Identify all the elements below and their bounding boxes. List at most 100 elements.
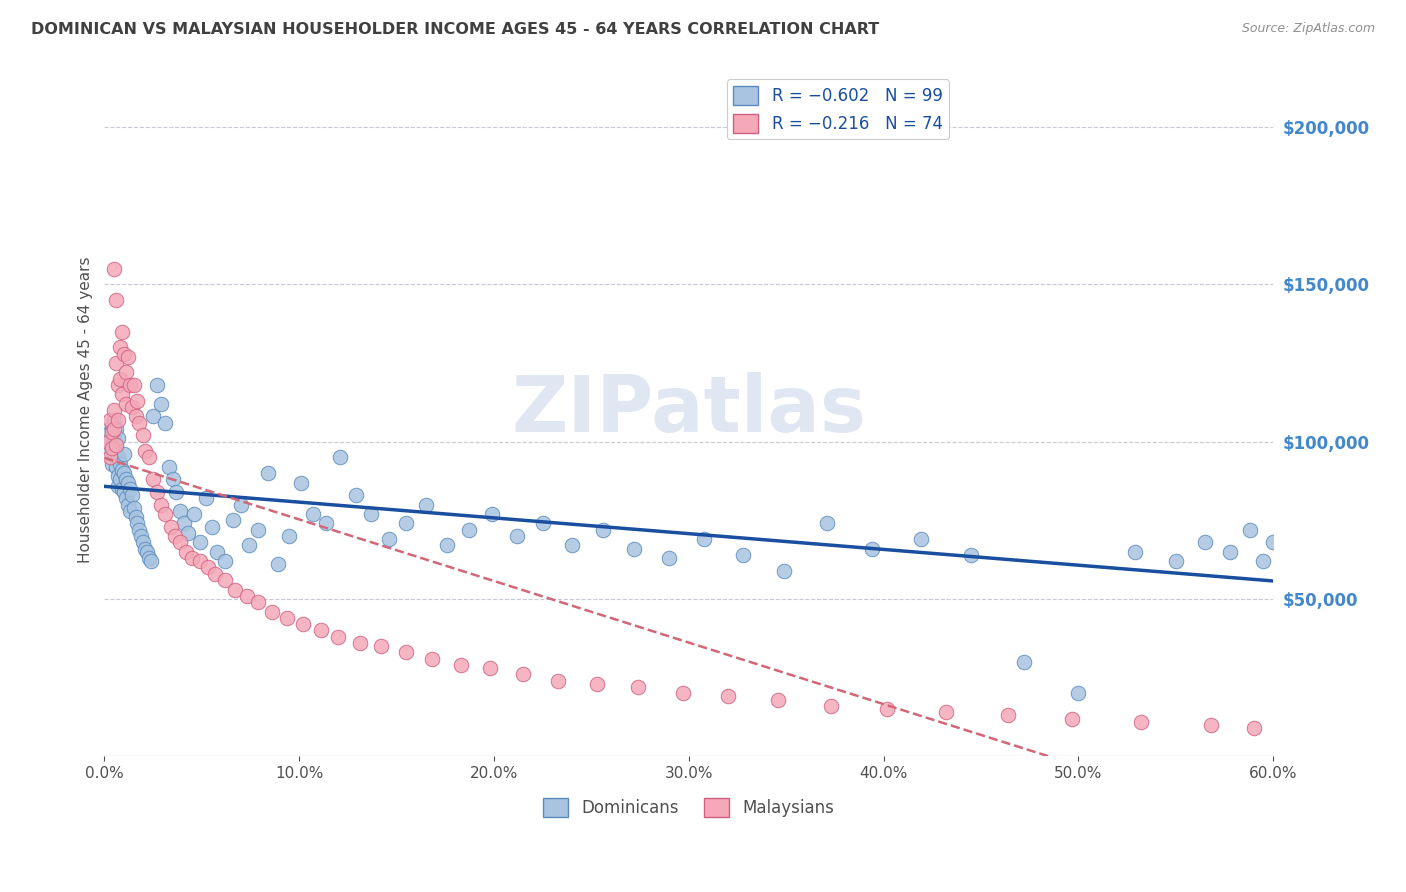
Point bbox=[112, 466, 135, 480]
Point bbox=[586, 677, 609, 691]
Point bbox=[101, 425, 124, 440]
Point bbox=[349, 636, 371, 650]
Point bbox=[247, 523, 270, 537]
Point bbox=[138, 551, 160, 566]
Point bbox=[547, 673, 569, 688]
Point bbox=[111, 463, 134, 477]
Point bbox=[121, 488, 143, 502]
Point bbox=[142, 472, 165, 486]
Point bbox=[194, 491, 217, 506]
Point bbox=[153, 416, 176, 430]
Point bbox=[592, 523, 614, 537]
Point bbox=[378, 532, 401, 546]
Point bbox=[105, 438, 128, 452]
Point bbox=[108, 372, 131, 386]
Point bbox=[229, 498, 252, 512]
Point bbox=[506, 529, 529, 543]
Point bbox=[1261, 535, 1284, 549]
Point bbox=[450, 658, 472, 673]
Point bbox=[97, 434, 120, 449]
Point bbox=[103, 403, 125, 417]
Point bbox=[960, 548, 983, 562]
Point bbox=[98, 425, 121, 440]
Point bbox=[1164, 554, 1187, 568]
Point bbox=[146, 485, 169, 500]
Point bbox=[101, 457, 124, 471]
Point bbox=[128, 416, 150, 430]
Point bbox=[1067, 686, 1090, 700]
Point bbox=[1062, 711, 1084, 725]
Point bbox=[1123, 545, 1146, 559]
Point bbox=[169, 535, 191, 549]
Point bbox=[224, 582, 246, 597]
Point bbox=[127, 393, 149, 408]
Point bbox=[101, 441, 124, 455]
Point bbox=[717, 690, 740, 704]
Point bbox=[139, 554, 162, 568]
Point bbox=[149, 397, 172, 411]
Text: ZIPatlas: ZIPatlas bbox=[512, 372, 866, 448]
Point bbox=[188, 535, 211, 549]
Point bbox=[103, 261, 125, 276]
Legend: Dominicans, Malaysians: Dominicans, Malaysians bbox=[537, 791, 841, 824]
Point bbox=[1253, 554, 1275, 568]
Point bbox=[127, 516, 149, 531]
Point bbox=[204, 566, 226, 581]
Point bbox=[157, 459, 180, 474]
Point bbox=[1271, 724, 1294, 739]
Point bbox=[105, 356, 128, 370]
Point bbox=[197, 560, 219, 574]
Point bbox=[105, 422, 128, 436]
Point bbox=[292, 617, 315, 632]
Point bbox=[181, 551, 204, 566]
Point bbox=[107, 478, 129, 492]
Point bbox=[131, 529, 153, 543]
Point bbox=[693, 532, 716, 546]
Point bbox=[117, 350, 139, 364]
Point bbox=[733, 548, 755, 562]
Point bbox=[1129, 714, 1152, 729]
Point bbox=[561, 538, 583, 552]
Point bbox=[420, 651, 443, 665]
Point bbox=[134, 541, 156, 556]
Point bbox=[122, 500, 145, 515]
Point bbox=[370, 639, 392, 653]
Point bbox=[395, 516, 418, 531]
Point bbox=[163, 529, 186, 543]
Point bbox=[112, 447, 135, 461]
Point bbox=[820, 698, 842, 713]
Point bbox=[1291, 727, 1313, 741]
Point bbox=[108, 457, 131, 471]
Point bbox=[118, 504, 141, 518]
Point bbox=[623, 541, 645, 556]
Point bbox=[395, 645, 418, 659]
Point bbox=[1271, 519, 1294, 533]
Point bbox=[326, 630, 349, 644]
Point bbox=[1243, 721, 1265, 735]
Point bbox=[165, 485, 187, 500]
Point bbox=[107, 412, 129, 426]
Point bbox=[114, 472, 136, 486]
Point bbox=[173, 516, 195, 531]
Point bbox=[344, 488, 367, 502]
Point bbox=[98, 450, 121, 465]
Point bbox=[107, 432, 129, 446]
Point bbox=[627, 680, 650, 694]
Text: DOMINICAN VS MALAYSIAN HOUSEHOLDER INCOME AGES 45 - 64 YEARS CORRELATION CHART: DOMINICAN VS MALAYSIAN HOUSEHOLDER INCOM… bbox=[31, 22, 879, 37]
Point bbox=[138, 450, 160, 465]
Point bbox=[105, 293, 128, 307]
Point bbox=[124, 510, 146, 524]
Point bbox=[278, 529, 301, 543]
Point bbox=[235, 589, 257, 603]
Point bbox=[214, 573, 236, 587]
Point bbox=[481, 507, 503, 521]
Y-axis label: Householder Income Ages 45 - 64 years: Householder Income Ages 45 - 64 years bbox=[79, 257, 93, 564]
Point bbox=[860, 541, 883, 556]
Point bbox=[149, 498, 172, 512]
Point bbox=[114, 491, 136, 506]
Point bbox=[146, 378, 169, 392]
Point bbox=[301, 507, 323, 521]
Point bbox=[479, 661, 502, 675]
Point bbox=[103, 422, 125, 436]
Point bbox=[103, 447, 125, 461]
